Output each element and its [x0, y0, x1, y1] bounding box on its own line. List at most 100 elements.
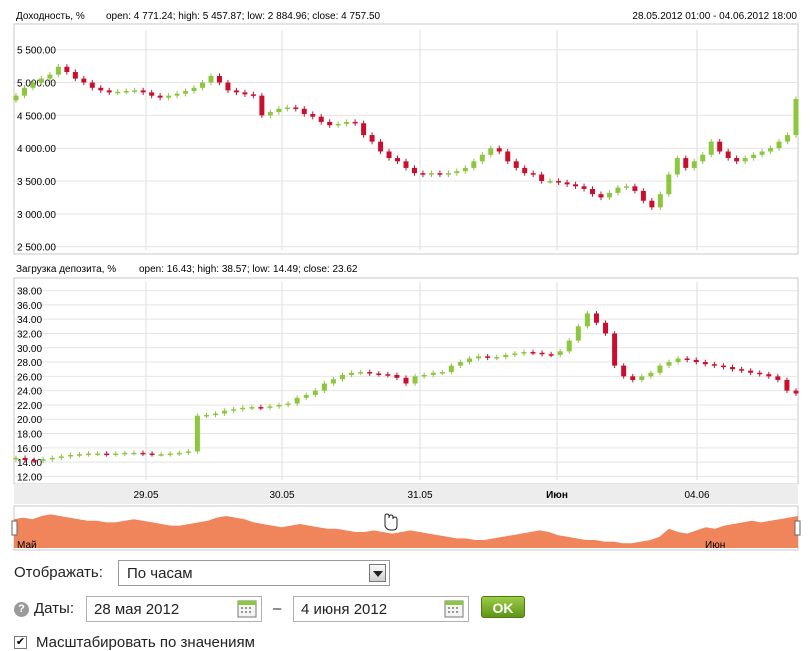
- yield-candle: [115, 91, 121, 94]
- yield-candle: [657, 194, 663, 208]
- yield-candle: [700, 154, 706, 162]
- x-tick-label: 31.05: [407, 490, 432, 501]
- yield-candle: [174, 93, 180, 96]
- calendar-icon[interactable]: [237, 599, 257, 618]
- deposit-candle: [412, 376, 418, 384]
- yield-candle: [38, 78, 44, 83]
- yield-y-tick-label: 3 500.00: [17, 177, 56, 188]
- date-to-field[interactable]: 4 июня 2012: [293, 596, 469, 622]
- x-axis-band: [14, 484, 798, 504]
- yield-candle: [768, 148, 774, 152]
- deposit-y-tick-label: 26.00: [17, 372, 42, 383]
- yield-candle: [530, 173, 536, 175]
- deposit-y-tick-label: 38.00: [17, 287, 42, 298]
- yield-candle: [318, 116, 324, 122]
- deposit-candle: [67, 454, 73, 457]
- yield-chart-panel: Доходность, % open: 4 771.24; high: 5 45…: [13, 11, 799, 255]
- deposit-candle: [249, 407, 255, 409]
- yield-candle: [335, 123, 341, 126]
- dates-label: Даты:: [34, 600, 74, 617]
- yield-candle: [123, 91, 129, 93]
- navigator-label-left: Май: [17, 540, 37, 551]
- help-icon[interactable]: ?: [14, 602, 29, 617]
- deposit-candle: [702, 362, 708, 365]
- deposit-candle: [294, 397, 300, 404]
- deposit-candle: [22, 457, 28, 460]
- yield-candle: [191, 87, 197, 92]
- calendar-icon[interactable]: [444, 599, 464, 618]
- yield-candle: [140, 90, 146, 93]
- deposit-candle: [213, 413, 219, 416]
- yield-candle: [632, 186, 638, 191]
- deposit-candle: [86, 453, 92, 456]
- yield-candle: [598, 194, 604, 198]
- yield-candle: [72, 72, 78, 79]
- deposit-candle: [793, 390, 799, 394]
- yield-ohlc-summary: open: 4 771.24; high: 5 457.87; low: 2 8…: [106, 11, 381, 22]
- yield-candle: [81, 78, 87, 83]
- deposit-candle: [167, 453, 173, 456]
- yield-y-tick-label: 4 500.00: [17, 111, 56, 122]
- deposit-candle: [330, 379, 336, 384]
- yield-candle: [276, 108, 282, 113]
- yield-candle: [106, 90, 112, 93]
- yield-candle: [157, 95, 163, 98]
- deposit-candle: [711, 364, 717, 366]
- date-from-field[interactable]: 28 мая 2012: [86, 596, 262, 622]
- yield-candle: [785, 135, 791, 142]
- yield-candle: [344, 121, 350, 124]
- navigator-right-handle[interactable]: [794, 520, 801, 536]
- chevron-down-icon[interactable]: [369, 564, 386, 582]
- deposit-candle: [575, 326, 581, 341]
- deposit-candle: [367, 372, 373, 374]
- deposit-candle: [657, 365, 663, 373]
- deposit-candle: [312, 390, 318, 395]
- deposit-candle: [521, 352, 527, 354]
- x-tick-label: 30.05: [269, 490, 294, 501]
- deposit-candle: [176, 452, 182, 455]
- deposit-candle: [648, 372, 654, 377]
- scale-checkbox[interactable]: ✔: [14, 636, 27, 649]
- yield-y-tick-label: 5 500.00: [17, 46, 56, 57]
- yield-candle: [208, 75, 214, 83]
- yield-candle: [734, 158, 740, 162]
- yield-candle: [30, 82, 36, 88]
- deposit-candle: [503, 354, 509, 358]
- yield-candle: [496, 148, 502, 152]
- display-select[interactable]: По часам: [118, 560, 390, 586]
- yield-candle: [233, 90, 239, 93]
- yield-candle: [573, 184, 579, 187]
- deposit-candle: [457, 362, 463, 366]
- deposit-candle: [385, 374, 391, 376]
- deposit-candle: [149, 453, 155, 456]
- deposit-y-tick-label: 28.00: [17, 358, 42, 369]
- deposit-candle: [766, 374, 772, 377]
- deposit-candles: [13, 311, 799, 464]
- yield-candle: [267, 112, 273, 116]
- deposit-gridlines: [14, 282, 798, 480]
- navigator-label-right: Июн: [705, 540, 725, 551]
- deposit-candle: [557, 351, 563, 355]
- deposit-candle: [185, 451, 191, 453]
- deposit-candle: [203, 414, 209, 417]
- yield-candle: [556, 181, 562, 183]
- yield-candle: [225, 82, 231, 91]
- ok-button[interactable]: OK: [481, 596, 525, 618]
- deposit-candle: [775, 376, 781, 380]
- navigator-left-handle[interactable]: [11, 520, 18, 536]
- deposit-candle: [512, 353, 518, 355]
- navigator[interactable]: Май Июн: [11, 505, 801, 551]
- yield-chart-title: Доходность, %: [16, 11, 85, 22]
- deposit-candle: [349, 372, 355, 375]
- yield-candle: [301, 108, 307, 115]
- deposit-candle: [757, 372, 763, 375]
- yield-y-tick-label: 4 000.00: [17, 144, 56, 155]
- date-range-label: 28.05.2012 01:00 - 04.06.2012 18:00: [632, 11, 797, 22]
- deposit-y-tick-label: 16.00: [17, 444, 42, 455]
- yield-candle: [581, 186, 587, 189]
- x-axis: 29.05 30.05 31.05 Июн 04.06: [133, 490, 709, 501]
- yield-candle: [395, 158, 401, 162]
- deposit-candle: [448, 365, 454, 373]
- yield-candle: [751, 154, 757, 159]
- deposit-y-axis: 38.00 36.00 34.00 32.00 30.00 28.00 26.00 24.00…: [17, 287, 42, 484]
